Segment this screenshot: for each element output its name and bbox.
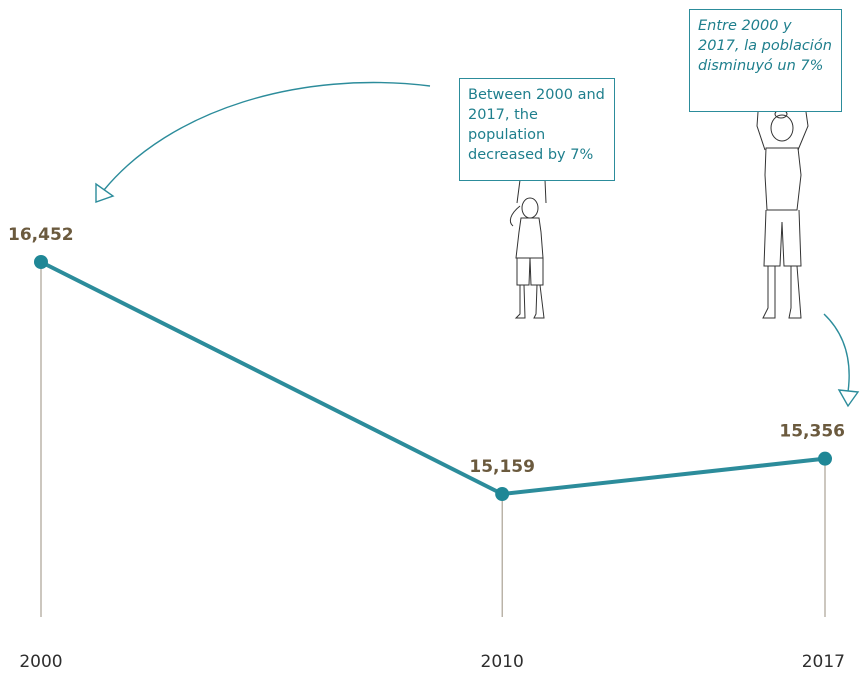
population-line [39,260,827,496]
x-tick-label-2000: 2000 [19,652,62,672]
arrow-to-2017 [823,313,860,408]
adult-figure-illustration [756,109,809,319]
annotation-english: Between 2000 and 2017, the population de… [459,78,615,181]
x-tick-label-2017: 2017 [802,652,845,672]
value-label-2000: 16,452 [8,225,74,245]
data-point-2010 [495,487,510,501]
x-tick-label-2010: 2010 [481,652,524,672]
value-label-2017: 15,356 [779,422,845,442]
data-point-2000 [34,255,48,269]
data-point-2017 [818,451,832,466]
child-figure-illustration [509,179,547,319]
value-label-2010: 15,159 [469,457,535,477]
arrow-to-2000 [95,81,431,203]
annotation-spanish: Entre 2000 y 2017, la población disminuy… [689,9,842,112]
